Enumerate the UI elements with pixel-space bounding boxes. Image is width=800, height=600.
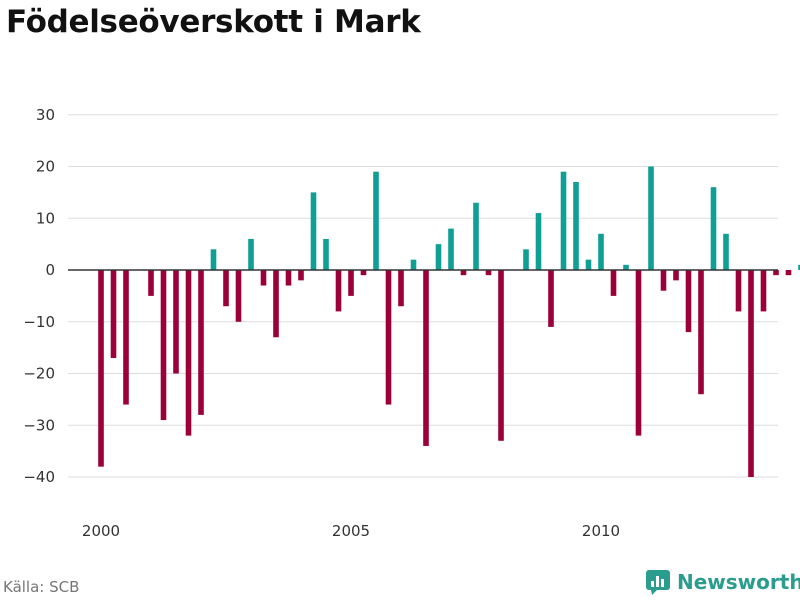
x-axis: 200020052010201520202025 xyxy=(82,522,620,540)
bar xyxy=(635,270,642,436)
bar xyxy=(198,270,204,415)
bar xyxy=(123,270,129,405)
bar xyxy=(323,238,329,270)
bar xyxy=(535,213,542,270)
brand-name: Newsworthy xyxy=(677,570,800,594)
bar xyxy=(248,238,254,270)
bar xyxy=(548,270,554,327)
source-note: Källa: SCB xyxy=(3,578,80,596)
bar xyxy=(473,202,479,270)
bar xyxy=(573,182,579,270)
chart-title: Födelseöverskott i Mark xyxy=(6,4,421,40)
bar xyxy=(223,270,229,307)
y-tick-label: −40 xyxy=(23,468,55,486)
y-tick-label: −20 xyxy=(23,365,55,383)
bar xyxy=(785,270,792,276)
bar xyxy=(448,228,454,270)
x-tick-label: 2010 xyxy=(582,522,620,540)
y-tick-label: 20 xyxy=(36,158,55,176)
bar xyxy=(660,270,667,291)
bar xyxy=(210,249,217,270)
bar xyxy=(735,270,742,312)
bar xyxy=(235,270,242,322)
bar xyxy=(298,270,304,281)
bar xyxy=(685,270,692,333)
y-tick-label: −30 xyxy=(23,416,55,434)
bar xyxy=(348,270,354,296)
bar xyxy=(710,187,717,270)
bar xyxy=(585,259,592,270)
bar xyxy=(648,166,654,270)
bar xyxy=(598,233,604,271)
bar xyxy=(485,270,492,276)
newsworthy-logo: Newsworthy xyxy=(645,569,800,595)
y-tick-label: 30 xyxy=(36,106,55,124)
bar xyxy=(310,192,317,271)
bar xyxy=(560,171,567,271)
x-tick-label: 2000 xyxy=(82,522,120,540)
bar xyxy=(273,270,279,338)
bar xyxy=(98,270,104,467)
bar xyxy=(498,270,504,441)
y-tick-label: 10 xyxy=(36,209,55,227)
bar xyxy=(623,264,629,270)
bars xyxy=(98,166,800,477)
bar xyxy=(435,244,442,271)
y-axis: −40 −30 −20 −10 0 10 20 30 xyxy=(23,106,55,486)
y-tick-label: −10 xyxy=(23,313,55,331)
bar xyxy=(398,270,404,307)
bar xyxy=(285,270,292,286)
bar xyxy=(360,270,367,276)
bar xyxy=(698,270,704,395)
bar xyxy=(173,270,179,374)
bar xyxy=(410,259,417,270)
y-tick-label: 0 xyxy=(45,261,55,279)
x-tick-label: 2005 xyxy=(332,522,370,540)
bar xyxy=(523,249,529,270)
bar xyxy=(148,270,154,296)
bar xyxy=(185,270,192,436)
bar xyxy=(373,171,379,271)
bar xyxy=(798,264,800,270)
bar xyxy=(748,270,754,477)
bar xyxy=(460,270,467,276)
bar xyxy=(673,270,679,281)
bar xyxy=(260,270,267,286)
bar xyxy=(335,270,342,312)
bar xyxy=(385,270,392,405)
bar xyxy=(610,270,617,296)
bar xyxy=(760,270,767,312)
bar xyxy=(423,270,429,446)
bar xyxy=(160,270,167,421)
bar xyxy=(110,270,117,358)
bar xyxy=(723,233,729,271)
newsworthy-icon xyxy=(646,570,670,595)
bar xyxy=(773,270,779,276)
